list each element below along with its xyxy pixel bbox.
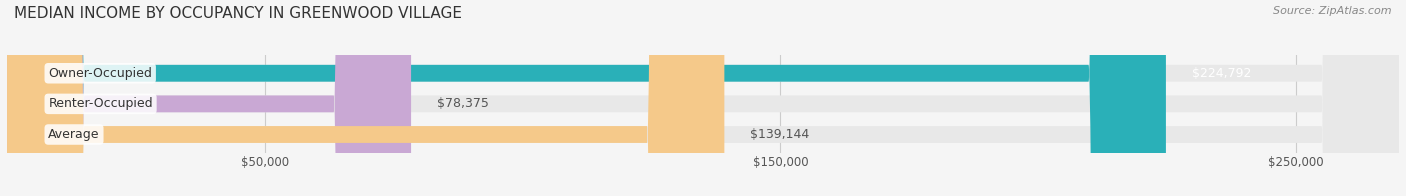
Text: $224,792: $224,792: [1192, 67, 1251, 80]
FancyBboxPatch shape: [7, 0, 411, 196]
Text: Average: Average: [48, 128, 100, 141]
Text: MEDIAN INCOME BY OCCUPANCY IN GREENWOOD VILLAGE: MEDIAN INCOME BY OCCUPANCY IN GREENWOOD …: [14, 6, 463, 21]
Text: Owner-Occupied: Owner-Occupied: [48, 67, 152, 80]
FancyBboxPatch shape: [7, 0, 1399, 196]
Text: $78,375: $78,375: [437, 97, 489, 110]
FancyBboxPatch shape: [7, 0, 724, 196]
Text: $139,144: $139,144: [751, 128, 810, 141]
FancyBboxPatch shape: [7, 0, 1166, 196]
Text: Renter-Occupied: Renter-Occupied: [48, 97, 153, 110]
FancyBboxPatch shape: [7, 0, 1399, 196]
Text: Source: ZipAtlas.com: Source: ZipAtlas.com: [1274, 6, 1392, 16]
FancyBboxPatch shape: [7, 0, 1399, 196]
